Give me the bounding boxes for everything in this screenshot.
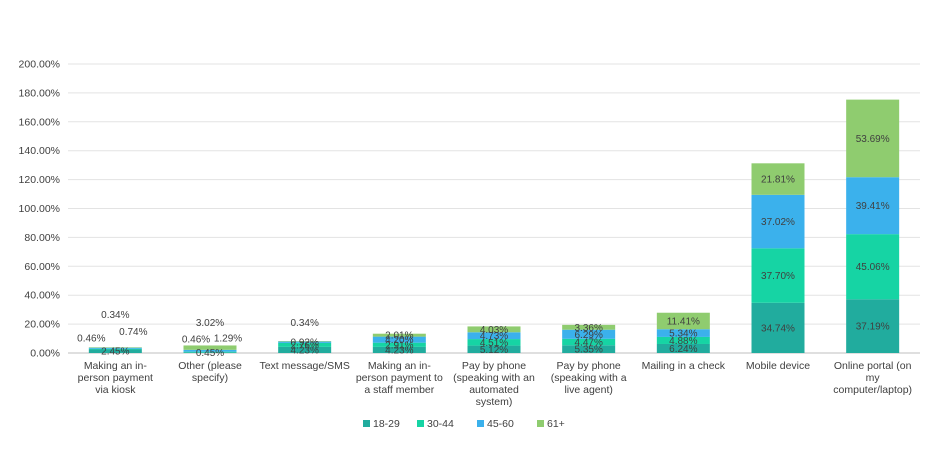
category-label-line: system) — [476, 396, 513, 408]
legend-item: 45-60 — [477, 418, 514, 430]
category-label-line: Mobile device — [746, 360, 810, 372]
data-label: 37.70% — [761, 271, 795, 282]
data-label: 21.81% — [761, 175, 795, 186]
data-label: 0.34% — [290, 318, 318, 329]
data-label: 3.36% — [574, 323, 602, 334]
category-label-line: person payment to — [356, 372, 443, 384]
y-tick-label: 0.00% — [30, 348, 60, 360]
category-label-line: Mailing in a check — [642, 360, 726, 372]
category-label-line: person payment — [78, 372, 153, 384]
data-label: 37.02% — [761, 217, 795, 228]
legend-label: 30-44 — [427, 418, 454, 430]
data-label: 37.19% — [856, 322, 890, 333]
data-label: 2.01% — [385, 331, 413, 342]
data-label: 39.41% — [856, 201, 890, 212]
legend-swatch — [363, 420, 370, 427]
category-label-line: automated — [469, 384, 519, 396]
legend-swatch — [537, 420, 544, 427]
data-label: 4.03% — [480, 325, 508, 336]
y-tick-label: 180.00% — [19, 87, 60, 99]
category-label-line: specify) — [192, 372, 228, 384]
data-label: 0.74% — [119, 327, 147, 338]
category-label: Mailing in a check — [642, 360, 726, 372]
y-tick-label: 120.00% — [19, 174, 60, 186]
category-label-line: Other (please — [178, 360, 242, 372]
data-label: 2.45% — [101, 347, 129, 358]
data-label: 0.34% — [101, 310, 129, 321]
data-label: 45.06% — [856, 262, 890, 273]
data-label: 1.29% — [214, 333, 242, 344]
y-tick-label: 140.00% — [19, 145, 60, 157]
y-tick-label: 80.00% — [24, 232, 60, 244]
legend-label: 18-29 — [373, 418, 400, 430]
y-tick-label: 160.00% — [19, 116, 60, 128]
y-tick-label: 200.00% — [19, 59, 60, 71]
legend-item: 61+ — [537, 418, 565, 430]
data-label: 0.45% — [196, 348, 224, 359]
data-label: 11.41% — [667, 316, 700, 327]
category-label: Mobile device — [746, 360, 810, 372]
data-label: 0.46% — [77, 334, 105, 345]
data-label: 53.69% — [856, 134, 890, 145]
category-label-line: live agent) — [564, 384, 612, 396]
legend-swatch — [417, 420, 424, 427]
legend-label: 61+ — [547, 418, 565, 430]
category-label-line: Making an in- — [368, 360, 432, 372]
category-label-line: Making an in- — [84, 360, 148, 372]
legend-swatch — [477, 420, 484, 427]
legend-item: 30-44 — [417, 418, 454, 430]
data-label: 3.02% — [196, 318, 224, 329]
category-label-line: my — [866, 372, 881, 384]
data-label: 5.34% — [669, 329, 697, 340]
y-tick-label: 60.00% — [24, 261, 60, 273]
category-label-line: a staff member — [364, 384, 434, 396]
category-label-line: Pay by phone — [557, 360, 621, 372]
category-label: Text message/SMS — [259, 360, 349, 372]
category-label-line: Online portal (on — [834, 360, 912, 372]
data-label: 34.74% — [761, 323, 795, 334]
y-tick-label: 100.00% — [19, 203, 60, 215]
category-label-line: via kiosk — [95, 384, 136, 396]
y-axis: 0.00% 20.00% 40.00% 60.00% 80.00% 100.00% 120.… — [19, 59, 60, 360]
category-label-line: computer/laptop) — [833, 384, 912, 396]
category-label-line: Pay by phone — [462, 360, 526, 372]
y-tick-label: 20.00% — [24, 319, 60, 331]
data-label: 0.92% — [290, 338, 318, 349]
legend: 18-29 30-44 45-60 61+ — [363, 418, 565, 430]
data-label: 0.46% — [182, 335, 210, 346]
legend-item: 18-29 — [363, 418, 400, 430]
legend-label: 45-60 — [487, 418, 514, 430]
category-label-line: (speaking with an — [453, 372, 535, 384]
y-tick-label: 40.00% — [24, 290, 60, 302]
category-label-line: (speaking with a — [551, 372, 627, 384]
category-label-line: Text message/SMS — [259, 360, 349, 372]
